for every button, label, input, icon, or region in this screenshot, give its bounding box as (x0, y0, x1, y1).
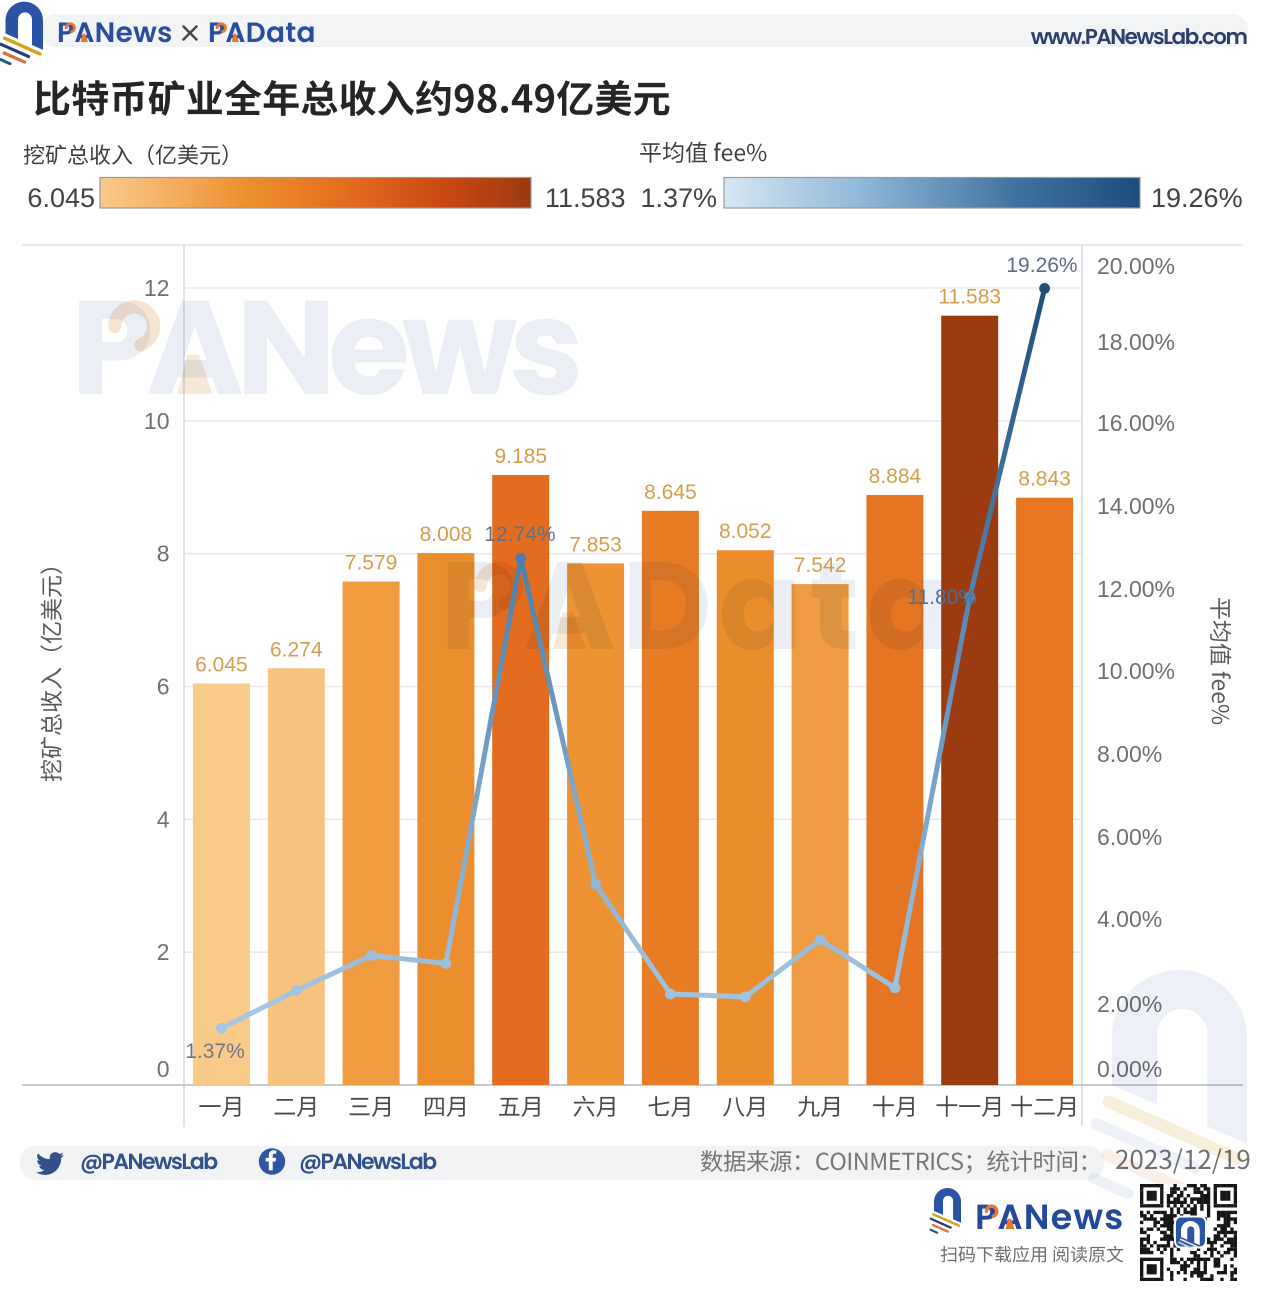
svg-text:11.80%: 11.80% (907, 586, 977, 609)
svg-text:8.00%: 8.00% (1097, 741, 1162, 767)
svg-text:6.274: 6.274 (270, 638, 323, 661)
svg-text:11.583: 11.583 (938, 286, 1001, 309)
svg-text:0: 0 (157, 1056, 170, 1082)
svg-text:19.26%: 19.26% (1151, 183, 1243, 213)
svg-text:16.00%: 16.00% (1097, 410, 1175, 436)
svg-text:7.853: 7.853 (569, 533, 622, 556)
svg-text:1.37%: 1.37% (640, 183, 717, 213)
svg-text:2: 2 (157, 939, 170, 965)
svg-text:12.00%: 12.00% (1097, 576, 1175, 602)
svg-text:4: 4 (157, 806, 170, 832)
svg-text:12: 12 (144, 275, 170, 301)
svg-text:8.884: 8.884 (869, 465, 922, 488)
svg-text:10.00%: 10.00% (1097, 658, 1175, 684)
svg-text:6.045: 6.045 (195, 654, 248, 677)
svg-text:7.579: 7.579 (345, 552, 398, 575)
svg-text:8.008: 8.008 (420, 523, 473, 546)
svg-text:12.74%: 12.74% (484, 523, 555, 546)
svg-text:4.00%: 4.00% (1097, 906, 1162, 932)
svg-text:20.00%: 20.00% (1097, 253, 1175, 279)
svg-text:6: 6 (157, 674, 170, 700)
svg-text:11.583: 11.583 (545, 183, 626, 213)
svg-text:1.37%: 1.37% (185, 1040, 245, 1063)
svg-text:9.185: 9.185 (494, 445, 547, 468)
svg-text:6.045: 6.045 (27, 183, 95, 213)
svg-text:19.26%: 19.26% (1006, 254, 1077, 277)
svg-text:8.843: 8.843 (1018, 468, 1071, 491)
svg-text:6.00%: 6.00% (1097, 824, 1162, 850)
svg-text:8: 8 (157, 541, 170, 567)
svg-text:7.542: 7.542 (794, 554, 847, 577)
svg-text:8.645: 8.645 (644, 481, 697, 504)
svg-text:14.00%: 14.00% (1097, 493, 1175, 519)
svg-text:18.00%: 18.00% (1097, 329, 1175, 355)
svg-text:10: 10 (144, 408, 170, 434)
svg-text:8.052: 8.052 (719, 520, 772, 543)
